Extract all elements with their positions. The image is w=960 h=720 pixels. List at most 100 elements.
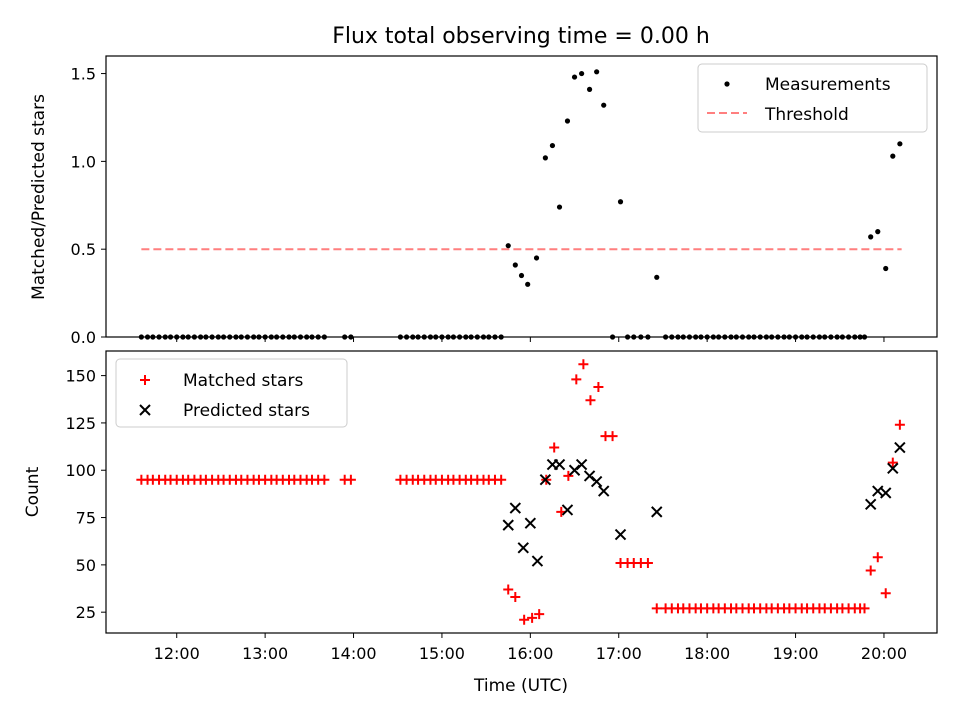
matched-star-point — [527, 612, 538, 623]
legend-predicted-marker — [139, 404, 151, 416]
top-axes-frame — [105, 55, 938, 338]
predicted-star-point — [887, 462, 899, 475]
x-tick-label: 17:00 — [596, 644, 642, 663]
bottom-axes: 12:00 13:00 14:00 15:00 16:00 17:00 18:00 19:00… — [65, 367, 907, 663]
measurement-point — [654, 274, 660, 280]
measurement-point — [617, 199, 624, 205]
bottom-axes-frame — [105, 350, 938, 634]
measurement-point — [518, 272, 525, 279]
top-chart-title: Flux total observing time = 0.00 h — [332, 24, 710, 49]
measurement-point — [897, 141, 903, 147]
matched-star-point — [510, 592, 521, 603]
x-tick-label: 13:00 — [242, 644, 288, 663]
legend-matched-label: Matched stars — [183, 371, 303, 391]
matched-star-point — [865, 565, 876, 576]
x-tick-label: 18:00 — [684, 644, 730, 663]
predicted-star-point — [575, 458, 588, 471]
legend-predicted-label: Predicted stars — [183, 401, 310, 421]
matched-star-point — [887, 457, 898, 468]
legend-matched-marker — [140, 375, 150, 385]
measurement-point — [586, 86, 593, 92]
matched-star-point — [651, 603, 662, 614]
top-y-tick-label: 0.0 — [71, 328, 96, 347]
top-axes: 0.0 0.5 1.0 1.5 — [71, 65, 885, 347]
measurement-point — [549, 142, 556, 149]
legend-threshold-label: Threshold — [764, 105, 849, 125]
matched-star-point — [859, 603, 870, 614]
matched-star-point — [585, 395, 596, 406]
predicted-star-point — [561, 504, 574, 516]
bottom-y-tick-label: 75 — [76, 509, 96, 528]
bottom-y-tick-label: 125 — [65, 414, 96, 433]
predicted-star-point — [524, 517, 537, 529]
measurement-point — [890, 153, 896, 159]
predicted-star-point — [598, 485, 610, 497]
matched-star-point — [872, 552, 883, 563]
bottom-x-axis-label: Time (UTC) — [473, 676, 568, 696]
bottom-y-tick-label: 100 — [65, 461, 96, 480]
measurement-point — [571, 74, 578, 80]
top-plot-area — [138, 69, 903, 340]
bottom-y-tick-label: 50 — [76, 556, 96, 575]
predicted-star-point — [651, 506, 663, 518]
measurement-point — [533, 255, 540, 261]
predicted-star-point — [864, 498, 877, 511]
top-y-tick-label: 1.5 — [71, 65, 96, 84]
predicted-star-point — [614, 528, 627, 541]
measurement-point — [579, 70, 585, 77]
measurement-point — [512, 262, 518, 268]
measurement-point — [594, 69, 600, 75]
bottom-legend: Matched stars Predicted stars — [115, 358, 348, 428]
bottom-legend-box — [115, 358, 348, 428]
measurement-point — [868, 234, 874, 240]
top-y-tick-label: 1.0 — [71, 152, 96, 171]
x-tick-label: 14:00 — [330, 644, 376, 663]
matched-star-point — [534, 609, 545, 620]
predicted-star-point — [502, 519, 514, 531]
matched-star-point — [503, 584, 514, 595]
measurement-point — [601, 102, 607, 108]
x-tick-label: 20:00 — [861, 644, 907, 663]
measurement-point — [505, 243, 511, 249]
predicted-star-point — [517, 542, 529, 554]
matched-star-point — [607, 431, 618, 442]
legend-measurements-marker — [724, 81, 730, 87]
predicted-star-point — [531, 555, 544, 567]
top-y-tick-label: 0.5 — [71, 240, 96, 259]
predicted-star-point — [539, 473, 552, 486]
measurement-point — [883, 265, 889, 272]
legend-measurements-label: Measurements — [765, 75, 891, 95]
top-legend-box — [697, 63, 928, 133]
matched-star-point — [549, 442, 560, 453]
top-y-axis-label: Matched/Predicted stars — [29, 94, 49, 300]
matched-star-point — [894, 419, 905, 430]
predicted-star-point — [894, 441, 906, 454]
matched-star-point — [593, 381, 604, 392]
measurement-point — [556, 204, 563, 210]
matched-star-point — [578, 359, 589, 370]
x-tick-label: 19:00 — [772, 644, 818, 663]
matched-star-point — [642, 557, 653, 568]
matched-star-point — [519, 614, 530, 625]
predicted-star-point — [880, 487, 892, 499]
measurement-point — [564, 118, 571, 124]
top-legend: Measurements Threshold — [697, 63, 928, 133]
x-tick-label: 16:00 — [507, 644, 553, 663]
x-tick-label: 12:00 — [154, 644, 200, 663]
matched-star-point — [563, 470, 574, 481]
matched-star-point — [319, 474, 330, 485]
predicted-star-point — [509, 502, 522, 514]
bottom-y-axis-label: Count — [23, 466, 43, 517]
bottom-y-tick-label: 25 — [76, 603, 96, 622]
predicted-star-point — [553, 458, 566, 471]
matched-star-point — [880, 588, 891, 599]
x-tick-label: 15:00 — [419, 644, 465, 663]
measurement-point — [525, 281, 531, 287]
matched-star-point — [345, 474, 356, 485]
bottom-y-tick-label: 150 — [65, 367, 96, 386]
predicted-star-point — [590, 475, 603, 488]
bottom-plot-area — [136, 359, 906, 625]
matched-star-point — [496, 474, 507, 485]
measurement-point — [542, 155, 548, 161]
